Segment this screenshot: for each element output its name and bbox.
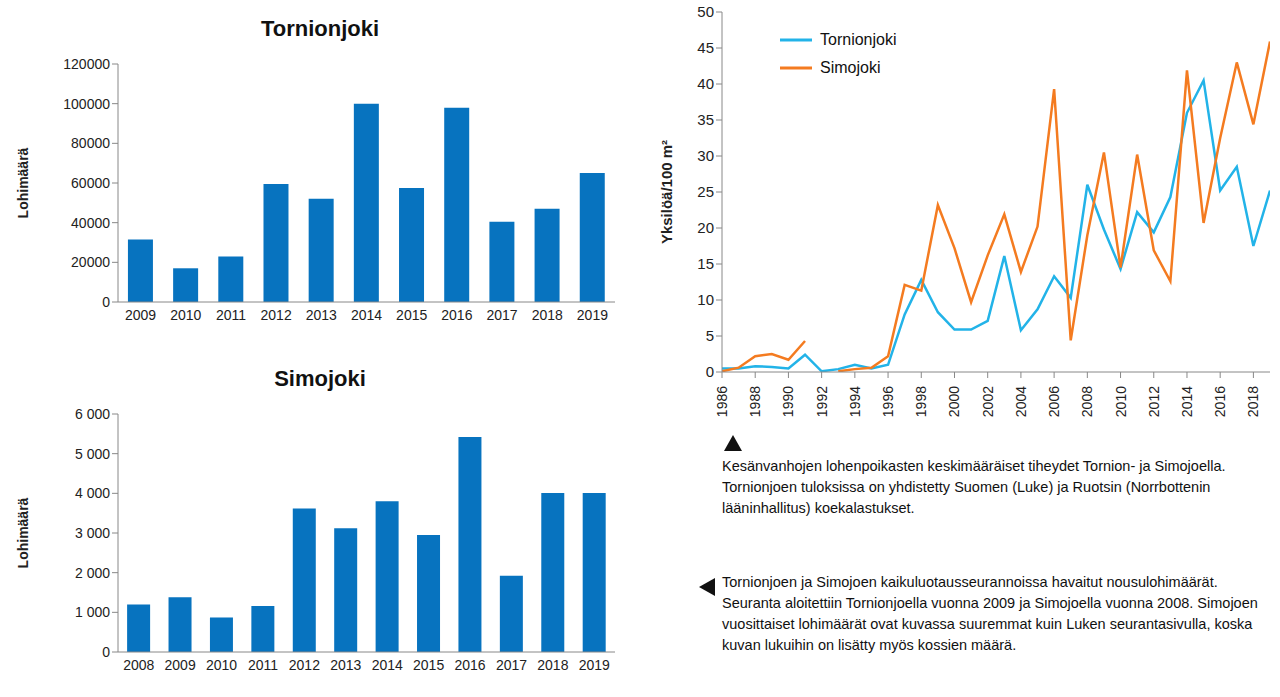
svg-text:Lohimäärä: Lohimäärä [15, 147, 31, 218]
svg-text:Lohimäärä: Lohimäärä [15, 497, 31, 568]
svg-text:2018: 2018 [537, 657, 568, 673]
svg-text:2018: 2018 [1245, 386, 1261, 417]
svg-text:2013: 2013 [330, 657, 361, 673]
svg-text:2008: 2008 [123, 657, 154, 673]
svg-text:1990: 1990 [780, 386, 796, 417]
svg-text:2011: 2011 [216, 307, 246, 323]
svg-text:2017: 2017 [496, 657, 527, 673]
html-text:Kesänvanhojen lohenpoikasten k: Kesänvanhojen lohenpoikasten keskimääräi… [722, 458, 1226, 516]
svg-text:2012: 2012 [289, 657, 320, 673]
svg-text:2016: 2016 [1212, 386, 1228, 417]
svg-text:2018: 2018 [532, 307, 563, 323]
svg-text:5: 5 [706, 327, 714, 344]
html-text:Tornionjoki: Tornionjoki [260, 16, 380, 41]
svg-text:2019: 2019 [577, 307, 608, 323]
svg-text:2010: 2010 [170, 307, 201, 323]
svg-text:0: 0 [102, 294, 110, 310]
html-text:Simojoki: Simojoki [274, 366, 366, 391]
svg-text:120000: 120000 [63, 56, 110, 72]
svg-text:15: 15 [697, 255, 714, 272]
svg-text:1998: 1998 [913, 386, 929, 417]
svg-text:2017: 2017 [486, 307, 517, 323]
svg-text:2010: 2010 [206, 657, 237, 673]
svg-text:50: 50 [697, 3, 714, 20]
svg-text:1986: 1986 [714, 386, 730, 417]
svg-text:2016: 2016 [454, 657, 485, 673]
html-text:Simojoki: Simojoki [820, 59, 881, 76]
svg-text:2019: 2019 [579, 657, 610, 673]
svg-text:40: 40 [697, 75, 714, 92]
svg-text:6 000: 6 000 [75, 406, 110, 422]
svg-text:5 000: 5 000 [75, 446, 110, 462]
svg-text:100000: 100000 [63, 96, 110, 112]
svg-text:1992: 1992 [814, 386, 830, 417]
svg-text:2008: 2008 [1079, 386, 1095, 417]
svg-text:20: 20 [697, 219, 714, 236]
svg-text:2014: 2014 [1179, 386, 1195, 417]
svg-text:3 000: 3 000 [75, 525, 110, 541]
svg-text:60000: 60000 [71, 175, 110, 191]
svg-text:2006: 2006 [1046, 386, 1062, 417]
svg-text:0: 0 [102, 644, 110, 660]
svg-text:2014: 2014 [351, 307, 382, 323]
svg-text:0: 0 [706, 363, 714, 380]
svg-text:2015: 2015 [396, 307, 427, 323]
svg-text:2004: 2004 [1013, 386, 1029, 417]
svg-text:30: 30 [697, 147, 714, 164]
svg-text:1996: 1996 [880, 386, 896, 417]
svg-text:2016: 2016 [441, 307, 472, 323]
svg-text:2011: 2011 [248, 657, 278, 673]
svg-text:4 000: 4 000 [75, 485, 110, 501]
svg-text:10: 10 [697, 291, 714, 308]
svg-text:2012: 2012 [1146, 386, 1162, 417]
svg-text:80000: 80000 [71, 135, 110, 151]
svg-text:2000: 2000 [946, 386, 962, 417]
svg-text:2013: 2013 [306, 307, 337, 323]
svg-text:2 000: 2 000 [75, 565, 110, 581]
svg-text:Yksilöä/100 m²: Yksilöä/100 m² [658, 140, 675, 244]
svg-text:35: 35 [697, 111, 714, 128]
svg-text:1988: 1988 [747, 386, 763, 417]
svg-text:2009: 2009 [165, 657, 196, 673]
svg-text:20000: 20000 [71, 254, 110, 270]
svg-text:1 000: 1 000 [75, 604, 110, 620]
svg-text:2010: 2010 [1113, 386, 1129, 417]
svg-text:1994: 1994 [847, 386, 863, 417]
svg-text:25: 25 [697, 183, 714, 200]
svg-text:40000: 40000 [71, 215, 110, 231]
svg-text:2012: 2012 [261, 307, 292, 323]
svg-text:2002: 2002 [980, 386, 996, 417]
svg-text:45: 45 [697, 39, 714, 56]
html-text:Tornionjoki: Tornionjoki [820, 31, 897, 48]
svg-text:2009: 2009 [125, 307, 156, 323]
svg-text:2014: 2014 [372, 657, 403, 673]
svg-text:2015: 2015 [413, 657, 444, 673]
html-text:Tornionjoen ja Simojoen kaikul: Tornionjoen ja Simojoen kaikuluotausseur… [722, 574, 1258, 653]
